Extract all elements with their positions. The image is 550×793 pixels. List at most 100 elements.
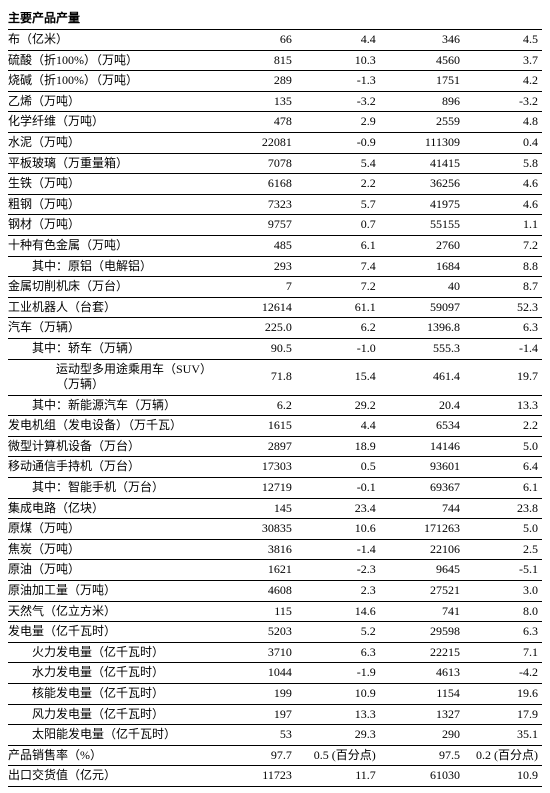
row-label: 乙烯（万吨）	[8, 91, 216, 112]
row-label: 原煤（万吨）	[8, 519, 216, 540]
row-label: 移动通信手持机（万台）	[8, 457, 216, 478]
cell-v2: 29.3	[300, 725, 384, 746]
table-row: 金属切削机床（万台）77.2408.7	[8, 277, 542, 298]
cell-v4: 2.5	[468, 539, 542, 560]
table-row: 粗钢（万吨）73235.7419754.6	[8, 194, 542, 215]
table-row: 其中：新能源汽车（万辆）6.229.220.413.3	[8, 395, 542, 416]
cell-v1: 9757	[216, 215, 300, 236]
cell-v2: -3.2	[300, 91, 384, 112]
table-row: 其中：智能手机（万台）12719-0.1693676.1	[8, 478, 542, 499]
cell-v2: 4.4	[300, 30, 384, 50]
cell-v3: 1327	[384, 704, 468, 725]
row-label: 烧碱（折100%）（万吨）	[8, 71, 216, 92]
cell-v4: 0.4	[468, 132, 542, 153]
cell-v4: 4.6	[468, 174, 542, 195]
cell-v1: 6168	[216, 174, 300, 195]
cell-v2: 10.6	[300, 519, 384, 540]
cell-v3: 1751	[384, 71, 468, 92]
table-row: 移动通信手持机（万台）173030.5936016.4	[8, 457, 542, 478]
cell-v4: 5.0	[468, 519, 542, 540]
cell-v2: 15.4	[300, 359, 384, 395]
cell-v1: 3710	[216, 642, 300, 663]
cell-v1: 7323	[216, 194, 300, 215]
cell-v4: 10.9	[468, 766, 542, 787]
cell-v4: 1.1	[468, 215, 542, 236]
cell-v2: 5.4	[300, 153, 384, 174]
cell-v1: 66	[216, 30, 300, 50]
cell-v3: 744	[384, 498, 468, 519]
cell-v1: 1044	[216, 663, 300, 684]
row-label: 钢材（万吨）	[8, 215, 216, 236]
cell-v2: 18.9	[300, 436, 384, 457]
cell-v4: 4.2	[468, 71, 542, 92]
table-row: 出口交货值（亿元）1172311.76103010.9	[8, 766, 542, 787]
cell-v1: 1621	[216, 560, 300, 581]
cell-v2: 2.3	[300, 581, 384, 602]
row-label: 平板玻璃（万重量箱）	[8, 153, 216, 174]
table-row: 其中：轿车（万辆）90.5-1.0555.3-1.4	[8, 338, 542, 359]
cell-v2: 6.2	[300, 318, 384, 339]
cell-v3: 4613	[384, 663, 468, 684]
cell-v3: 2760	[384, 235, 468, 256]
row-label: 其中：智能手机（万台）	[8, 478, 216, 499]
cell-v1: 22081	[216, 132, 300, 153]
cell-v3: 41975	[384, 194, 468, 215]
cell-v4: 8.8	[468, 256, 542, 277]
cell-v4: 19.6	[468, 684, 542, 705]
cell-v1: 197	[216, 704, 300, 725]
row-label: 产品销售率（%）	[8, 745, 216, 766]
cell-v4: -5.1	[468, 560, 542, 581]
table-row: 工业机器人（台套）1261461.15909752.3	[8, 297, 542, 318]
cell-v2: 0.5 (百分点)	[300, 745, 384, 766]
cell-v4: 0.2 (百分点)	[468, 745, 542, 766]
cell-v3: 14146	[384, 436, 468, 457]
table-row: 太阳能发电量（亿千瓦时）5329.329035.1	[8, 725, 542, 746]
cell-v3: 2559	[384, 112, 468, 133]
cell-v2: 5.7	[300, 194, 384, 215]
cell-v4: 4.6	[468, 194, 542, 215]
row-label: 发电机组（发电设备）（万千瓦）	[8, 416, 216, 437]
cell-v4: 7.2	[468, 235, 542, 256]
cell-v4: 5.8	[468, 153, 542, 174]
table-row: 天然气（亿立方米）11514.67418.0	[8, 601, 542, 622]
table-row: 水力发电量（亿千瓦时）1044-1.94613-4.2	[8, 663, 542, 684]
cell-v1: 2897	[216, 436, 300, 457]
row-label: 汽车（万辆）	[8, 318, 216, 339]
cell-v1: 4608	[216, 581, 300, 602]
row-label: 布（亿米）	[8, 30, 216, 50]
product-output-table: 布（亿米）664.43464.5硫酸（折100%）（万吨）81510.34560…	[8, 30, 542, 787]
cell-v3: 6534	[384, 416, 468, 437]
cell-v4: 19.7	[468, 359, 542, 395]
cell-v1: 485	[216, 235, 300, 256]
cell-v3: 555.3	[384, 338, 468, 359]
row-label: 原油（万吨）	[8, 560, 216, 581]
cell-v1: 135	[216, 91, 300, 112]
table-row: 风力发电量（亿千瓦时）19713.3132717.9	[8, 704, 542, 725]
cell-v3: 55155	[384, 215, 468, 236]
table-row: 火力发电量（亿千瓦时）37106.3222157.1	[8, 642, 542, 663]
cell-v1: 7	[216, 277, 300, 298]
table-row: 核能发电量（亿千瓦时）19910.9115419.6	[8, 684, 542, 705]
cell-v1: 199	[216, 684, 300, 705]
cell-v3: 93601	[384, 457, 468, 478]
table-row: 烧碱（折100%）（万吨）289-1.317514.2	[8, 71, 542, 92]
cell-v3: 461.4	[384, 359, 468, 395]
cell-v3: 22215	[384, 642, 468, 663]
table-row: 平板玻璃（万重量箱）70785.4414155.8	[8, 153, 542, 174]
row-label: 发电量（亿千瓦时）	[8, 622, 216, 643]
cell-v2: -0.1	[300, 478, 384, 499]
cell-v1: 97.7	[216, 745, 300, 766]
cell-v3: 171263	[384, 519, 468, 540]
cell-v2: 10.9	[300, 684, 384, 705]
cell-v3: 29598	[384, 622, 468, 643]
cell-v2: -1.3	[300, 71, 384, 92]
row-label: 粗钢（万吨）	[8, 194, 216, 215]
row-label: 金属切削机床（万台）	[8, 277, 216, 298]
cell-v1: 17303	[216, 457, 300, 478]
table-row: 十种有色金属（万吨）4856.127607.2	[8, 235, 542, 256]
cell-v4: 17.9	[468, 704, 542, 725]
cell-v1: 289	[216, 71, 300, 92]
table-row: 发电机组（发电设备）（万千瓦）16154.465342.2	[8, 416, 542, 437]
table-row: 发电量（亿千瓦时）52035.2295986.3	[8, 622, 542, 643]
table-row: 硫酸（折100%）（万吨）81510.345603.7	[8, 50, 542, 71]
